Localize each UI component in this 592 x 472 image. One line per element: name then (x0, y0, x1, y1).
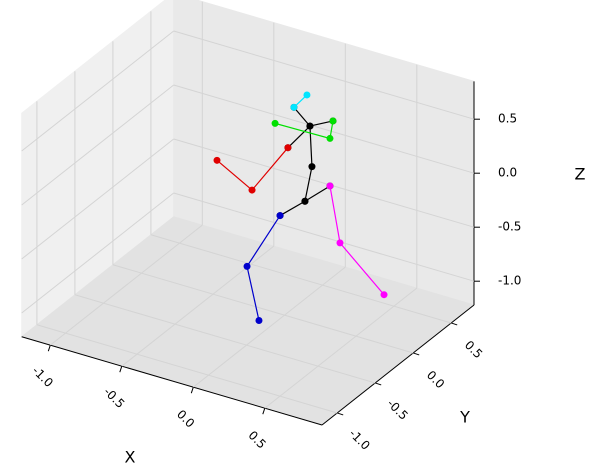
joint-marker (213, 156, 221, 164)
x-axis-label: X (125, 448, 136, 467)
joint-marker (329, 117, 337, 125)
joint-marker (243, 262, 251, 270)
grid-line (112, 264, 414, 354)
grid-line (173, 138, 475, 228)
joint-marker (276, 212, 284, 220)
z-tick-label: 0.0 (498, 166, 517, 180)
tick-mark (262, 408, 266, 415)
y-tick-label: -1.0 (346, 426, 372, 452)
tick-mark (337, 412, 344, 416)
joint-marker (303, 91, 311, 99)
joint-marker (284, 144, 292, 152)
grid-line (173, 84, 475, 174)
tick-mark (47, 345, 51, 352)
tick-mark (451, 322, 458, 326)
tick-mark (375, 382, 382, 386)
tick-mark (119, 366, 123, 373)
z-tick-label: -0.5 (498, 220, 521, 234)
y-tick-label: 0.5 (462, 338, 485, 361)
grid-line (21, 192, 175, 314)
x-tick-label: 0.5 (245, 428, 268, 451)
joint-marker (271, 119, 279, 127)
joint-marker (326, 182, 334, 190)
grid-line (49, 224, 203, 346)
axis-line (321, 304, 475, 426)
joint-marker (255, 316, 263, 324)
grid-line (192, 266, 346, 388)
y-tick-label: 0.0 (424, 368, 447, 391)
joint-marker (248, 186, 256, 194)
grid-line (173, 30, 475, 120)
limb-line (293, 106, 313, 202)
grid-line (36, 324, 338, 414)
z-tick-label: -1.0 (498, 274, 521, 288)
grid-line (264, 287, 418, 409)
tick-mark (190, 387, 194, 394)
joint-marker (306, 122, 314, 130)
x-tick-label: -0.5 (101, 385, 127, 411)
x-tick-label: 0.0 (174, 407, 197, 430)
tick-mark (413, 352, 420, 356)
grid-line (21, 84, 175, 206)
joint-marker (290, 103, 298, 111)
x-tick-label: -1.0 (29, 364, 55, 390)
panes (20, 0, 480, 426)
joint-marker (308, 163, 316, 171)
joint-marker (326, 134, 334, 142)
grid-line (173, 192, 475, 282)
grid-line (150, 234, 452, 324)
grid-line (74, 294, 376, 384)
grid-line (21, 30, 175, 152)
grid-line (21, 138, 175, 260)
y-tick-label: -0.5 (384, 396, 410, 422)
axis-line (21, 336, 323, 426)
y-axis-label: Y (459, 408, 470, 427)
joint-marker (336, 239, 344, 247)
z-axis-label: Z (575, 165, 586, 184)
joint-marker (301, 197, 309, 205)
joint-marker (380, 291, 388, 299)
z-tick-label: 0.5 (498, 112, 517, 126)
